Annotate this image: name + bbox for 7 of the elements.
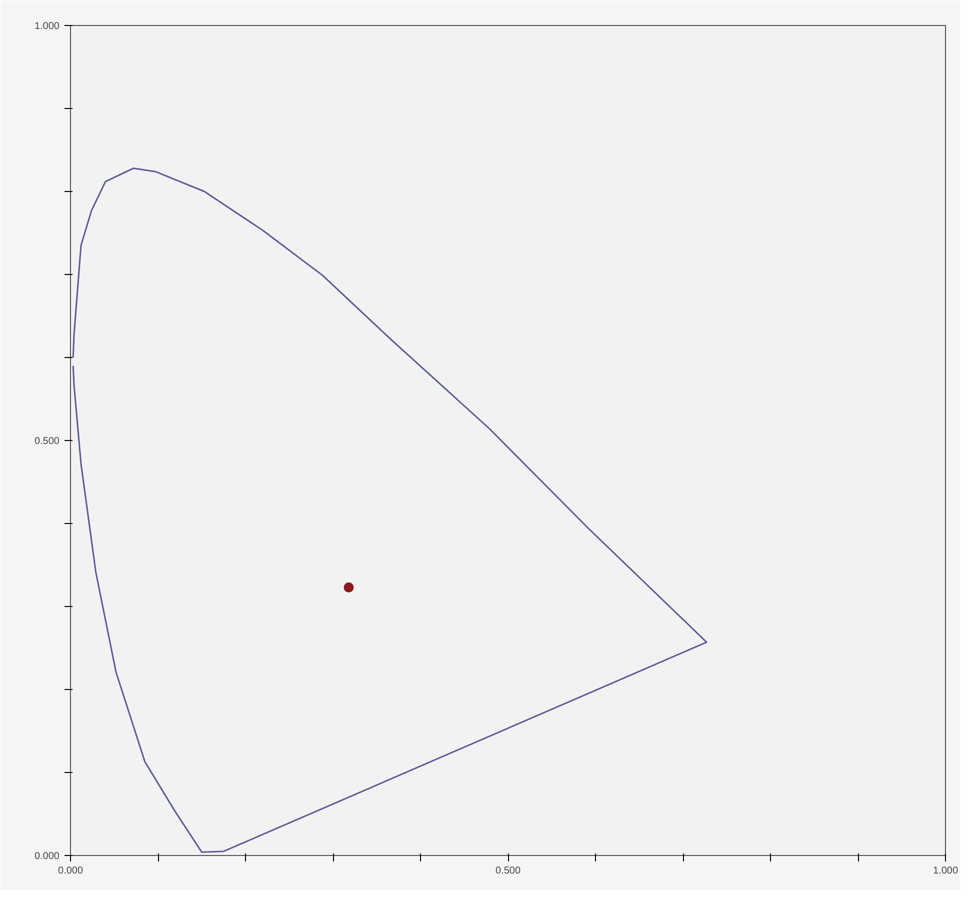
- line-series: [72, 168, 708, 853]
- y-tick-label: 0.000: [34, 851, 60, 862]
- y-tick-label: 0.500: [34, 436, 60, 447]
- y-tick-label: 1.000: [34, 21, 60, 32]
- x-tick-label: 0.000: [58, 866, 84, 876]
- x-tick-label: 1.000: [932, 866, 958, 876]
- x-tick-label: 0.500: [495, 866, 521, 876]
